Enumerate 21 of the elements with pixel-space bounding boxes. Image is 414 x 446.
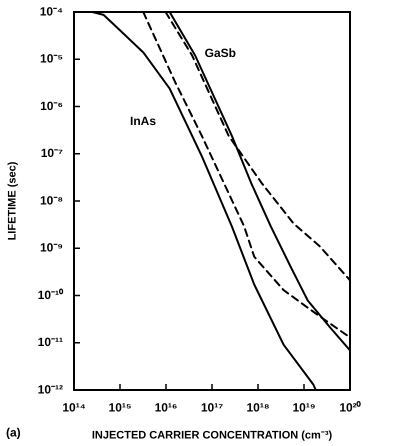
- y-tick-label: 10⁻⁵: [40, 52, 63, 66]
- text: (a): [6, 425, 21, 440]
- y-tick-label: 10⁻⁹: [40, 240, 63, 255]
- y-tick-label: 10⁻⁷: [40, 146, 64, 160]
- y-tick-label: 10⁻¹⁰: [38, 288, 64, 302]
- annotation: GaSb: [204, 46, 236, 60]
- x-tick-label: 10²⁰: [339, 400, 362, 415]
- x-tick-label: 10¹⁵: [108, 400, 132, 415]
- y-axis-title: LIFETIME (sec): [6, 161, 19, 240]
- y-tick-label: 10⁻⁸: [40, 193, 63, 208]
- x-tick-label: 10¹⁸: [246, 400, 270, 415]
- x-tick-label: 10¹⁹: [292, 400, 316, 415]
- y-tick-label: 10⁻¹²: [38, 382, 63, 396]
- x-tick-label: 10¹⁷: [200, 400, 224, 415]
- x-axis-title: INJECTED CARRIER CONCENTRATION (cm⁻³): [92, 429, 332, 442]
- y-tick-label: 10⁻⁴: [40, 4, 64, 18]
- y-tick-label: 10⁻¹¹: [38, 335, 63, 350]
- annotation: InAs: [130, 114, 156, 128]
- x-tick-label: 10¹⁶: [154, 400, 178, 415]
- x-tick-label: 10¹⁴: [62, 400, 86, 415]
- y-tick-label: 10⁻⁶: [40, 98, 63, 113]
